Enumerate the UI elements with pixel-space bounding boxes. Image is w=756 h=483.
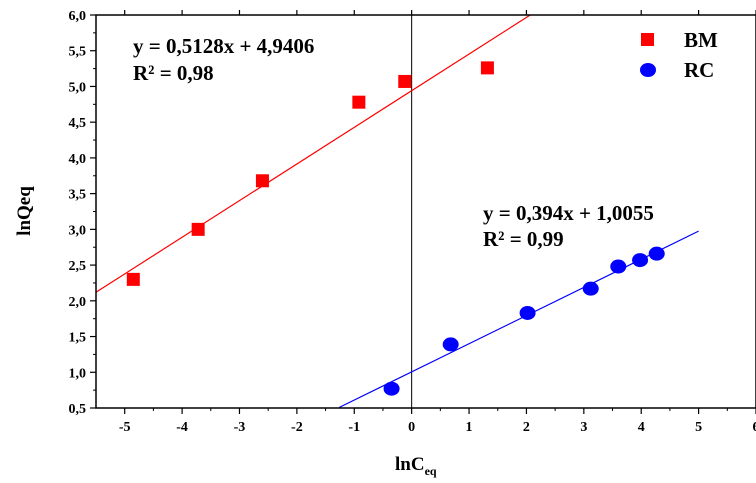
legend-marker-rc xyxy=(640,63,656,77)
axis-ticks: -5 -4 -3 -2 -1 0 1 2 3 4 5 6 0,5 1,0 1,5 2,0 2,5 3,0 3,5 4,… xyxy=(69,9,756,435)
y-tick-label: 5,5 xyxy=(69,45,87,60)
x-tick-label: 0 xyxy=(408,420,415,435)
y-tick-label: 3,0 xyxy=(69,223,87,238)
y-tick-label: 2,0 xyxy=(69,295,87,310)
legend-label-bm: BM xyxy=(684,28,718,52)
x-tick-label: -3 xyxy=(234,420,246,435)
x-tick-label: 3 xyxy=(580,420,587,435)
y-tick-label: 3,5 xyxy=(69,188,87,203)
y-tick-label: 1,0 xyxy=(69,366,87,381)
y-tick-label: 6,0 xyxy=(69,9,87,24)
data-point-bm xyxy=(398,74,412,88)
data-point-rc xyxy=(519,305,536,320)
data-points xyxy=(126,61,665,396)
data-point-bm xyxy=(191,222,205,236)
legend-label-rc: RC xyxy=(684,58,714,82)
data-point-rc xyxy=(383,381,400,396)
data-point-rc xyxy=(648,246,665,261)
y-tick-label: 0,5 xyxy=(69,402,87,417)
legend-marker-bm xyxy=(641,33,654,46)
x-tick-label: 1 xyxy=(466,420,473,435)
data-point-rc xyxy=(582,281,599,296)
x-axis-label-sub: eq xyxy=(425,464,437,478)
data-point-bm xyxy=(480,61,494,75)
y-axis-label: lnQeq xyxy=(14,186,35,236)
fit-line-bm xyxy=(96,15,532,293)
data-point-bm xyxy=(255,174,269,188)
x-tick-label: 4 xyxy=(638,420,645,435)
x-tick-label: 6 xyxy=(753,420,756,435)
legend: BM RC xyxy=(640,28,718,82)
x-tick-label: -2 xyxy=(291,420,303,435)
x-axis-label-main: lnC xyxy=(395,454,425,475)
bm-equation: y = 0,5128x + 4,9406 xyxy=(133,34,314,58)
rc-equation: y = 0,394x + 1,0055 xyxy=(483,201,654,225)
data-point-rc xyxy=(632,253,649,268)
data-point-rc xyxy=(442,337,459,352)
y-tick-label: 1,5 xyxy=(69,331,87,346)
x-tick-label: -5 xyxy=(119,420,131,435)
rc-r2: R² = 0,99 xyxy=(483,227,564,251)
y-tick-label: 2,5 xyxy=(69,259,87,274)
data-point-bm xyxy=(126,272,140,286)
data-point-bm xyxy=(352,95,366,109)
x-tick-label: -4 xyxy=(176,420,188,435)
x-tick-label: -1 xyxy=(348,420,360,435)
y-tick-label: 5,0 xyxy=(69,80,87,95)
x-tick-label: 2 xyxy=(523,420,530,435)
x-tick-label: 5 xyxy=(695,420,702,435)
y-tick-label: 4,5 xyxy=(69,116,87,131)
y-tick-label: 4,0 xyxy=(69,152,87,167)
bm-r2: R² = 0,98 xyxy=(133,61,214,85)
data-point-rc xyxy=(610,259,627,274)
x-axis-label: lnCeq xyxy=(395,454,437,478)
